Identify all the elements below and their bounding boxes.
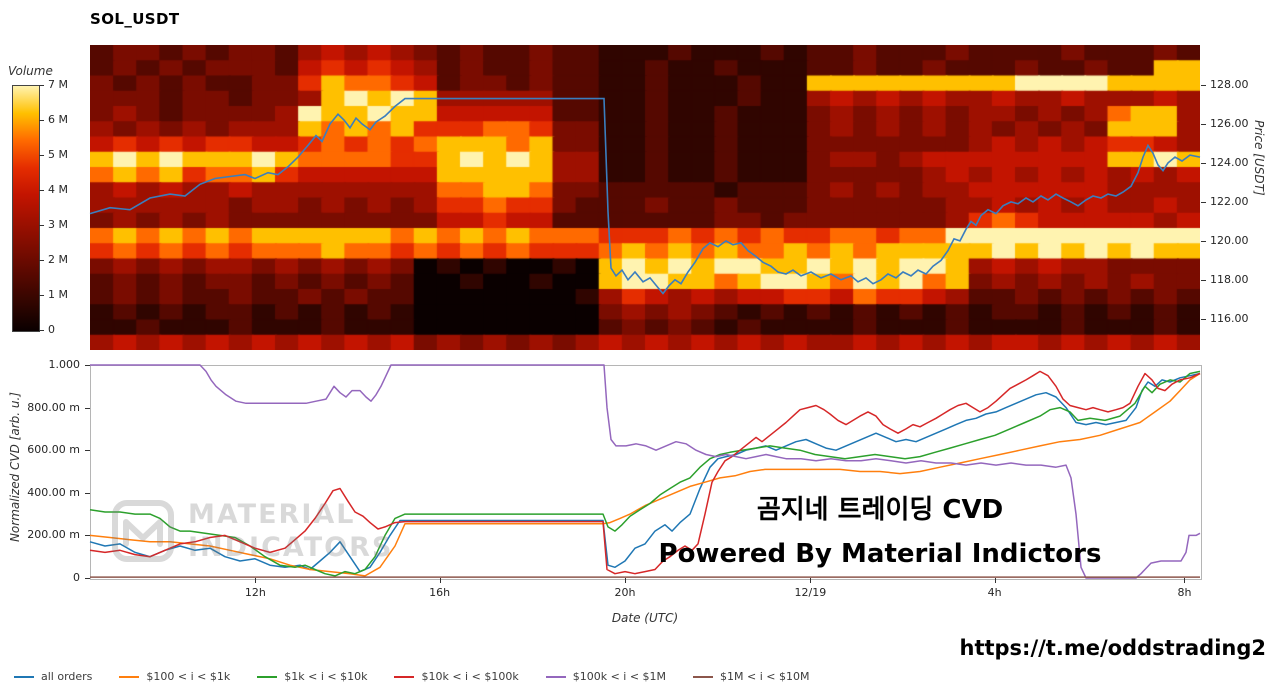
cvd-y-tick-mark	[85, 407, 90, 409]
legend-label: $100 < i < $1k	[146, 670, 231, 683]
cvd-x-tick-label: 8h	[1177, 586, 1192, 599]
price-tick-label: 126.00	[1210, 116, 1249, 130]
cvd-lines	[89, 364, 1201, 579]
cvd-series--100-i-1k	[89, 372, 1201, 577]
legend-line-swatch	[545, 675, 566, 678]
price-tick-label: 122.00	[1210, 194, 1249, 208]
material-indicators-logo	[112, 500, 174, 562]
price-tick-label: 124.00	[1210, 155, 1249, 169]
colorbar-tick-label: 7 M	[48, 78, 68, 91]
price-line-overlay	[89, 97, 1201, 295]
colorbar-tick-mark	[39, 260, 44, 261]
price-tick-mark	[1201, 201, 1206, 203]
page-title: SOL_USDT	[90, 10, 180, 28]
colorbar-tick-label: 5 M	[48, 148, 68, 161]
cvd-x-tick-label: 16h	[429, 586, 451, 599]
legend-label: all orders	[41, 670, 93, 683]
legend-item: $10k < i < $100k	[394, 670, 519, 683]
legend-label: $1k < i < $10k	[284, 670, 368, 683]
cvd-y-tick-mark	[85, 535, 90, 537]
cvd-y-tick-mark	[85, 492, 90, 494]
legend-label: $10k < i < $100k	[421, 670, 519, 683]
price-tick-mark	[1201, 318, 1206, 320]
legend-line-swatch	[119, 675, 140, 678]
telegram-url: https://t.me/oddstrading2	[959, 636, 1267, 660]
legend-item: $100k < i < $1M	[545, 670, 667, 683]
price-tick-label: 116.00	[1210, 311, 1249, 325]
cvd-x-tick-label: 12h	[244, 586, 266, 599]
price-tick-mark	[1201, 84, 1206, 86]
colorbar-tick-label: 2 M	[48, 253, 68, 266]
legend-item: $1M < i < $10M	[693, 670, 809, 683]
heatmap-canvas	[90, 45, 1200, 350]
legend-item: $1k < i < $10k	[257, 670, 367, 683]
colorbar-tick-label: 0	[48, 323, 55, 336]
price-tick-label: 118.00	[1210, 272, 1249, 286]
cvd-y-tick-mark	[85, 578, 90, 579]
legend-item: $100 < i < $1k	[119, 670, 230, 683]
cvd-x-tick-label: 12/19	[794, 586, 827, 599]
price-tick-label: 128.00	[1210, 77, 1249, 91]
cvd-plot-border	[90, 365, 1202, 580]
watermark-line2: INDICATORS	[188, 532, 394, 563]
overlay-caption-line2: Powered By Material Indictors	[658, 539, 1102, 569]
cvd-axis-label: Normalized CVD [arb. u.]	[8, 392, 22, 543]
price-axis-label: Price [USDT]	[1252, 120, 1266, 196]
colorbar-tick-mark	[39, 295, 44, 296]
price-tick-label: 120.00	[1210, 233, 1249, 247]
colorbar-tick-mark	[39, 190, 44, 191]
cvd-y-tick-label: 1.000	[48, 358, 81, 371]
colorbar-tick-mark	[39, 120, 44, 121]
colorbar-tick-mark	[39, 155, 44, 156]
overlay-caption-line1: 곰지네 트레이딩 CVD	[756, 495, 1004, 525]
watermark-text: MATERIAL INDICATORS	[188, 498, 393, 564]
colorbar-tick-mark	[39, 330, 44, 331]
cvd-x-tick-label: 4h	[987, 586, 1002, 599]
cvd-y-tick-label: 600.00 m	[27, 443, 80, 457]
legend-item: all orders	[14, 670, 92, 683]
watermark: MATERIAL INDICATORS	[112, 498, 393, 564]
legend-line-swatch	[394, 675, 415, 678]
colorbar-tick-mark	[39, 225, 44, 226]
cvd-y-tick-mark	[85, 450, 90, 452]
cvd-x-tick-mark	[255, 578, 257, 583]
price-tick-mark	[1201, 240, 1206, 242]
legend-line-swatch	[693, 675, 714, 678]
date-axis-label: Date (UTC)	[611, 611, 679, 625]
price-tick-mark	[1201, 279, 1206, 281]
cvd-y-tick-label: 400.00 m	[27, 485, 80, 499]
price-tick-mark	[1201, 162, 1206, 164]
cvd-x-tick-label: 20h	[614, 586, 636, 599]
cvd-y-tick-label: 200.00 m	[27, 528, 80, 542]
cvd-x-tick-mark	[439, 578, 441, 583]
legend-line-swatch	[14, 675, 34, 678]
cvd-series--10k-i-100k	[89, 370, 1201, 575]
cvd-x-tick-mark	[994, 578, 996, 583]
colorbar-tick-label: 1 M	[48, 288, 68, 301]
watermark-line1: MATERIAL	[188, 499, 356, 530]
cvd-y-tick-label: 0	[73, 571, 80, 584]
colorbar-tick-label: 6 M	[48, 113, 68, 126]
volume-colorbar	[12, 85, 40, 332]
legend: all orders $100 < i < $1k $1k < i < $10k $1…	[14, 670, 809, 683]
colorbar-tick-label: 3 M	[48, 218, 68, 231]
colorbar-label: Volume	[8, 64, 53, 78]
cvd-series--1k-i-10k	[89, 370, 1201, 577]
colorbar-tick-mark	[39, 85, 44, 86]
legend-label: $1M < i < $10M	[720, 670, 810, 683]
legend-line-swatch	[257, 675, 278, 678]
price-tick-mark	[1201, 123, 1206, 125]
price-line	[89, 97, 1201, 295]
cvd-x-tick-mark	[625, 578, 627, 583]
overlay-caption: 곰지네 트레이딩 CVD Powered By Material Indicto…	[620, 488, 1140, 576]
cvd-x-tick-mark	[1184, 578, 1186, 583]
cvd-y-tick-mark	[85, 365, 90, 366]
legend-label: $100k < i < $1M	[572, 670, 667, 683]
colorbar-tick-label: 4 M	[48, 183, 68, 196]
cvd-y-tick-label: 800.00 m	[27, 400, 80, 414]
cvd-series--100k-i-1M	[90, 364, 1201, 579]
cvd-x-tick-mark	[810, 578, 812, 583]
